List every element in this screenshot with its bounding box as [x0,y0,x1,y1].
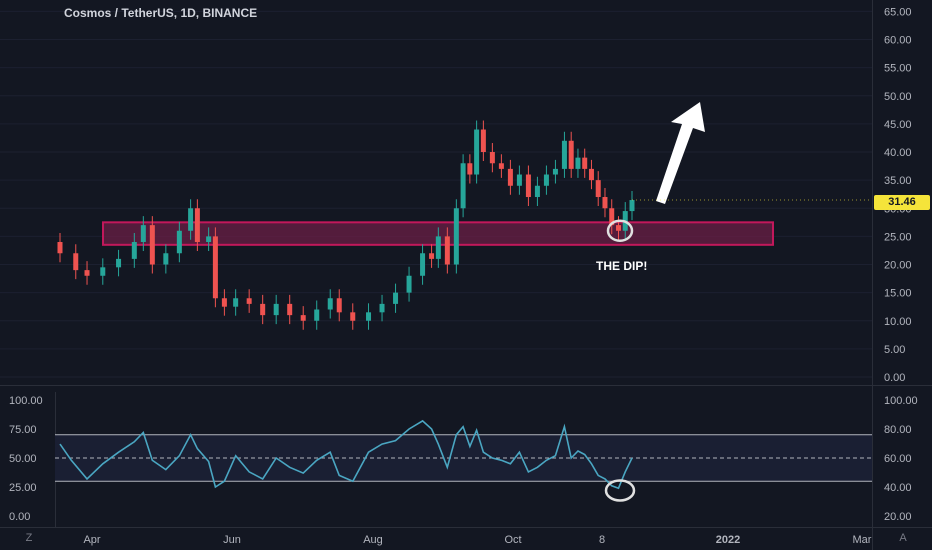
price-tick-label: 20.00 [884,260,912,272]
candle-body [629,200,635,212]
price-tick-label: 25.00 [884,231,912,243]
candle-body [246,298,252,304]
candle-body [379,303,385,313]
candle-body [260,303,266,316]
rsi-line [59,419,633,490]
rsi-left-tick-label: 100.00 [9,395,43,407]
candle-body [552,168,558,175]
price-tick-label: 65.00 [884,6,912,18]
candle-body [176,230,182,254]
candle-body [602,197,608,209]
price-tick-label: 50.00 [884,91,912,103]
time-tick-label: Oct [504,534,521,546]
candle-body [588,168,594,181]
rsi-right-tick-label: 20.00 [884,511,912,523]
dip-circle-price [606,219,634,243]
candle-body [350,312,356,321]
candle-body [534,185,540,198]
rsi-right-tick-label: 100.00 [884,395,918,407]
candle-body [100,267,106,276]
candle-body [595,180,601,198]
price-tick-label: 35.00 [884,175,912,187]
chart-title: Cosmos / TetherUS, 1D, BINANCE [64,6,258,20]
time-tick-label: 8 [599,534,605,546]
candle-body [561,140,567,169]
dip-label: THE DIP! [596,259,647,273]
dip-circle-rsi [604,479,636,502]
candle-body [366,312,372,321]
price-tick-label: 55.00 [884,63,912,75]
candle-body [206,236,212,243]
candle-body [73,253,79,271]
candle-body [467,163,473,175]
time-tick-label: Aug [363,534,383,546]
rsi-left-tick-label: 25.00 [9,482,37,494]
rsi-right-tick-label: 80.00 [884,424,912,436]
candle-body [233,298,239,307]
candle-body [582,157,588,169]
candle-body [498,163,504,169]
last-price-tag: 31.46 [874,195,930,210]
candle-body [221,298,227,307]
rsi-left-tick-label: 0.00 [9,511,30,523]
candle-body [57,242,63,254]
candle-body [140,225,146,243]
candle-body [393,292,399,304]
price-tick-label: 15.00 [884,288,912,300]
price-tick-label: 60.00 [884,35,912,47]
candle-body [575,157,581,169]
price-tick-label: 40.00 [884,147,912,159]
price-tick-label: 0.00 [884,372,905,384]
price-tick-label: 10.00 [884,316,912,328]
candle-body [615,225,621,231]
candle-body [188,208,194,231]
candle-body [568,140,574,169]
candle-body [609,208,615,226]
candle-body [163,253,169,265]
candle-body [212,236,218,299]
rsi-left-tick-label: 50.00 [9,453,37,465]
time-tick-label: 2022 [716,534,740,546]
candle-body [474,129,480,175]
candle-body [435,236,441,259]
rsi-right-tick-label: 60.00 [884,453,912,465]
candle-body [543,174,549,186]
candle-body [429,253,435,259]
candle-body [116,258,122,268]
candle-body [444,236,450,265]
zoom-icon[interactable]: Z [25,532,33,544]
candle-body [525,174,531,198]
rsi-right-tick-label: 40.00 [884,482,912,494]
candle-body [149,225,155,265]
candle-body [453,208,459,265]
price-tick-label: 5.00 [884,344,905,356]
time-tick-label: Mar [853,534,872,546]
candle-body [300,315,306,321]
candle-body [273,303,279,316]
rsi-left-tick-label: 75.00 [9,424,37,436]
time-tick-label: Jun [223,534,241,546]
candle-body [194,208,200,243]
candle-body [287,303,293,316]
up-arrow [656,102,705,204]
auto-scale-icon[interactable]: A [899,532,907,544]
candle-body [460,163,466,209]
candle-body [489,152,495,164]
candle-body [336,298,342,313]
candle-body [516,174,522,186]
candle-body [131,242,137,259]
candle-body [314,309,320,321]
candle-body [406,275,412,293]
candle-body [420,253,426,276]
candle-body [327,298,333,310]
time-tick-label: Apr [83,534,100,546]
candle-body [507,168,513,186]
candle-body [480,129,486,153]
candle-body [84,270,90,276]
price-tick-label: 45.00 [884,119,912,131]
